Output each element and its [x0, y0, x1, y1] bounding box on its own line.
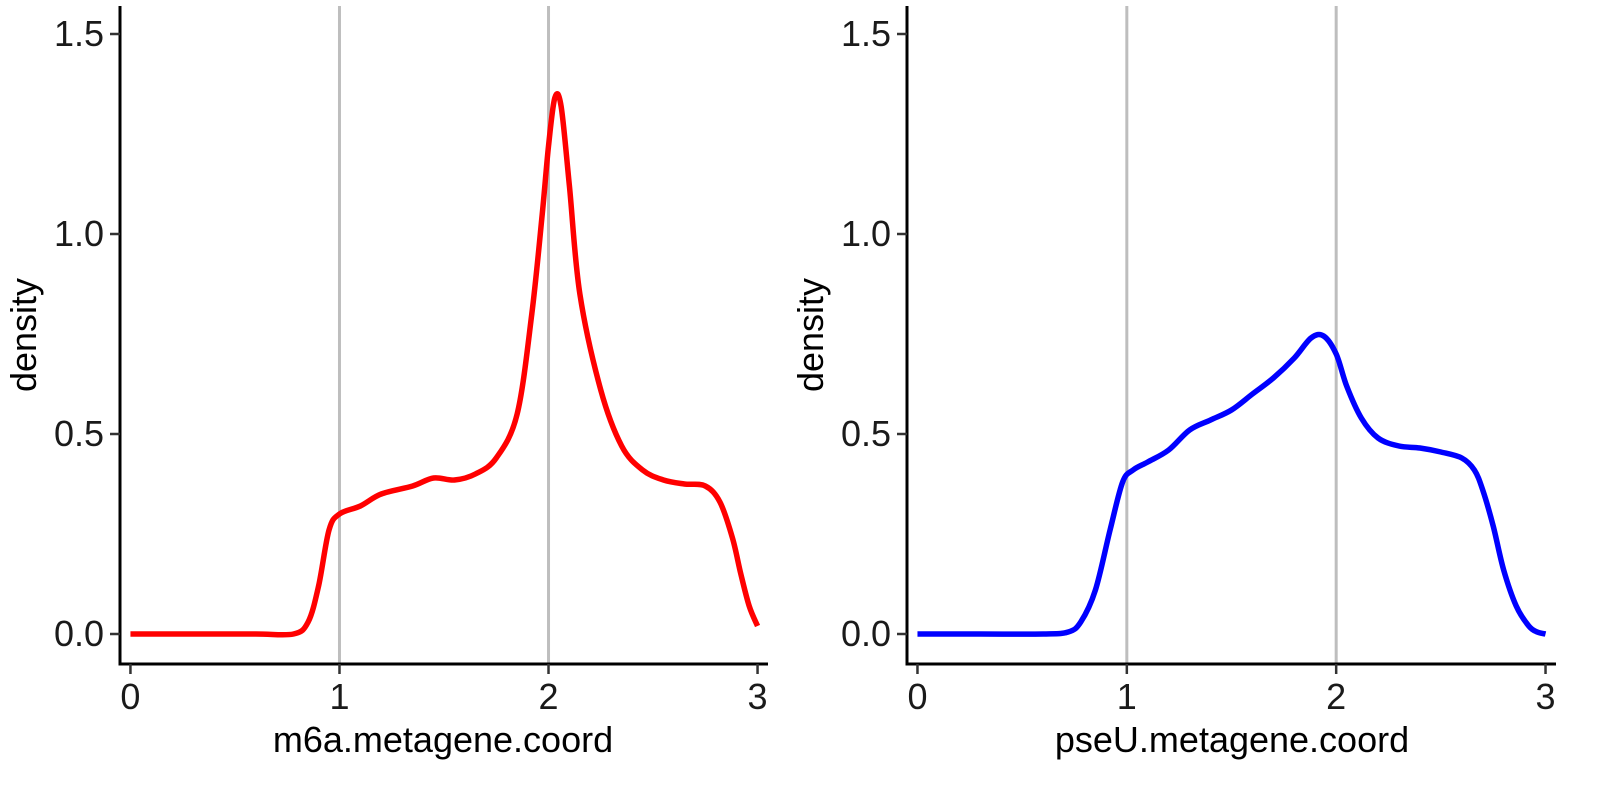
density-curve: [130, 90, 761, 638]
x-tick-label: 2: [1326, 676, 1346, 717]
x-tick-label: 0: [907, 676, 927, 717]
x-tick-label: 3: [1536, 676, 1556, 717]
y-tick-label: 1.0: [841, 213, 891, 254]
x-axis-title: pseU.metagene.coord: [1055, 719, 1409, 760]
density-curve: [917, 331, 1547, 637]
y-tick-label: 0.0: [841, 613, 891, 654]
x-tick-label: 1: [1117, 676, 1137, 717]
x-tick-label: 3: [748, 676, 768, 717]
x-tick-label: 0: [120, 676, 140, 717]
x-tick-label: 2: [539, 676, 559, 717]
y-tick-label: 1.5: [841, 13, 891, 54]
x-tick-label: 1: [329, 676, 349, 717]
y-axis-title: density: [3, 278, 44, 392]
panel-2: 0 1 2 3 0.0 0.5 1.0 1.5 pseU.metagene.coord densi…: [790, 6, 1556, 760]
y-tick-label: 0.5: [841, 413, 891, 454]
y-tick-label: 1.0: [54, 213, 104, 254]
y-tick-label: 1.5: [54, 13, 104, 54]
y-axis-title: density: [790, 278, 831, 392]
x-axis-title: m6a.metagene.coord: [273, 719, 613, 760]
panel-1: 0 1 2 3 0.0 0.5 1.0 1.5 m6a.metagene.coord densit…: [3, 6, 768, 760]
y-tick-label: 0.0: [54, 613, 104, 654]
y-tick-label: 0.5: [54, 413, 104, 454]
